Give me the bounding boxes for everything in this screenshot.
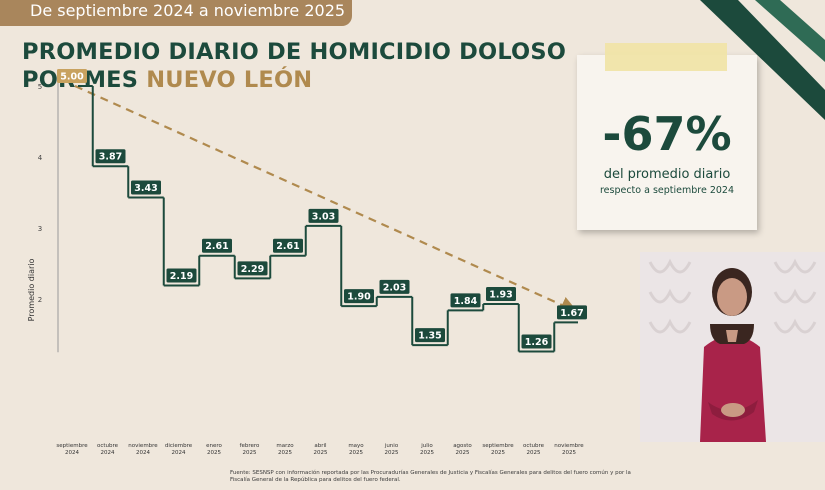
value-label: 3.03 — [308, 208, 339, 223]
value-label-box — [415, 328, 445, 343]
value-label: 5.00 — [57, 69, 87, 83]
sign-language-interpreter — [640, 252, 825, 442]
value-label: 2.61 — [273, 238, 303, 253]
y-tick-label: 4 — [38, 154, 43, 162]
value-label-text: 1.26 — [525, 337, 549, 348]
y-tick-label: 5 — [38, 83, 42, 91]
value-label: 2.03 — [379, 279, 410, 294]
value-label: 1.90 — [344, 289, 374, 304]
value-label-text: 1.67 — [560, 308, 583, 319]
value-label-box — [166, 268, 197, 283]
y-tick-label: 2 — [38, 296, 42, 304]
percent-change-caption: del promedio diario — [603, 167, 731, 182]
value-label-text: 3.43 — [134, 183, 157, 194]
value-label-box — [557, 305, 587, 320]
percent-change-reference: respecto a septiembre 2024 — [599, 185, 735, 196]
value-label: 1.26 — [521, 334, 552, 349]
x-tick-label: agosto 2025 — [453, 443, 472, 456]
value-label-text: 5.00 — [60, 72, 84, 83]
value-label-box — [202, 238, 232, 253]
page-title: PROMEDIO DIARIO DE HOMICIDIO DOLOSO POR … — [22, 38, 566, 94]
x-tick-label: abril 2025 — [314, 443, 328, 456]
value-label: 3.43 — [131, 180, 161, 195]
x-tick-label: septiembre 2024 — [56, 443, 88, 456]
title-line-1: PROMEDIO DIARIO DE HOMICIDIO DOLOSO — [22, 39, 567, 65]
value-label-box — [486, 286, 516, 301]
trend-line — [74, 84, 579, 314]
value-label: 1.93 — [486, 286, 516, 301]
x-tick-label: febrero 2025 — [240, 443, 260, 456]
interpreter-video — [640, 252, 825, 442]
value-label-text: 2.61 — [205, 241, 228, 252]
y-axis-label: Promedio diario — [27, 259, 36, 322]
x-tick-label: junio 2025 — [384, 443, 399, 456]
value-label-box — [308, 208, 339, 223]
value-label-box — [237, 261, 268, 276]
value-label-text: 2.03 — [383, 282, 406, 293]
summary-card: -67% del promedio diario respecto a sept… — [577, 43, 757, 230]
x-tick-label: noviembre 2024 — [128, 443, 158, 456]
title-line-2-accent: NUEVO LEÓN — [146, 67, 313, 93]
x-tick-label: marzo 2025 — [276, 443, 294, 456]
date-range-text: De septiembre 2024 a noviembre 2025 — [30, 0, 346, 20]
value-label-text: 1.35 — [418, 331, 441, 342]
value-label-box — [95, 149, 126, 164]
card-tape — [605, 43, 727, 71]
value-label-box — [379, 279, 410, 294]
value-label: 1.35 — [415, 328, 445, 343]
y-tick-label: 3 — [38, 225, 42, 233]
x-tick-label: septiembre 2025 — [482, 443, 514, 456]
value-label-text: 3.87 — [99, 152, 122, 163]
value-label-text: 1.90 — [347, 292, 371, 303]
homicide-chart: Promedio diario 2 3 4 5 5.00 3.87 3.43 2.19 2.6… — [27, 69, 587, 456]
value-label-box — [344, 289, 374, 304]
x-tick-label: octubre 2025 — [523, 443, 545, 456]
value-label-text: 2.61 — [276, 241, 299, 252]
value-label: 2.61 — [202, 238, 232, 253]
corner-decoration — [700, 0, 825, 120]
value-label: 1.84 — [450, 293, 481, 308]
value-label: 2.29 — [237, 261, 268, 276]
value-label-box — [450, 293, 481, 308]
value-label: 3.87 — [95, 149, 126, 164]
value-label: 1.67 — [557, 305, 587, 320]
x-tick-label: octubre 2024 — [97, 443, 119, 456]
value-label: 2.19 — [166, 268, 197, 283]
value-label-text: 2.19 — [170, 271, 193, 282]
value-label-box — [521, 334, 552, 349]
value-label-text: 1.93 — [489, 289, 512, 300]
value-label-text: 2.29 — [241, 264, 264, 275]
x-tick-label: julio 2025 — [420, 443, 434, 456]
value-label-box — [131, 180, 161, 195]
source-footnote: Fuente: SESNSP con información reportada… — [230, 470, 631, 483]
date-range-banner: De septiembre 2024 a noviembre 2025 — [0, 0, 352, 26]
value-label-box — [57, 69, 87, 83]
value-label-text: 3.03 — [312, 211, 335, 222]
percent-change-value: -67% — [602, 107, 732, 161]
x-tick-label: noviembre 2025 — [554, 443, 584, 456]
value-label-box — [273, 238, 303, 253]
x-tick-label: diciembre 2024 — [165, 443, 193, 456]
value-label-text: 1.84 — [454, 296, 478, 307]
x-tick-label: enero 2025 — [206, 443, 222, 456]
x-tick-label: mayo 2025 — [348, 443, 364, 456]
